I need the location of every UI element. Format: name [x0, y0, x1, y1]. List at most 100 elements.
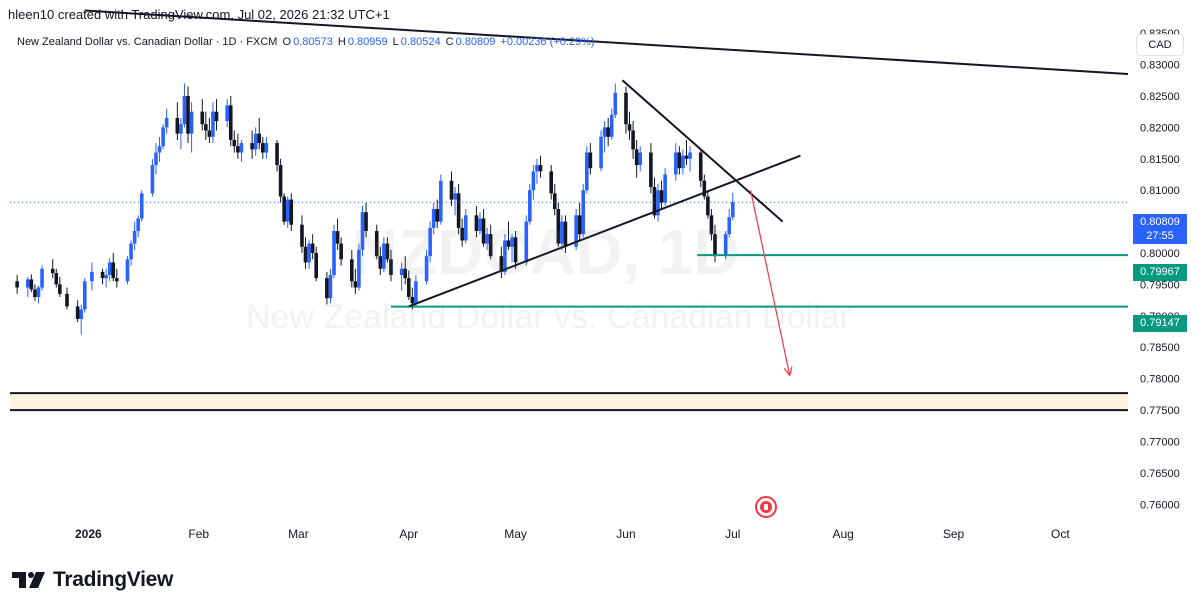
- candle: [424, 249, 429, 285]
- candle: [552, 183, 557, 216]
- candle: [132, 221, 137, 250]
- candle-body: [364, 212, 368, 232]
- candle: [681, 149, 685, 175]
- demand-zone: [10, 392, 1128, 412]
- canada-event-icon[interactable]: [755, 496, 777, 518]
- candle-body: [314, 253, 319, 279]
- price-tick-label: 0.78500: [1140, 342, 1180, 354]
- candle-body: [157, 146, 162, 153]
- candle: [264, 136, 269, 159]
- candle: [414, 275, 418, 307]
- candle-body: [310, 243, 315, 254]
- candle: [54, 268, 59, 288]
- currency-button[interactable]: CAD: [1136, 34, 1184, 56]
- long-resistance-trendline: [84, 9, 1129, 75]
- time-tick-label: Sep: [943, 527, 965, 541]
- candle-body: [136, 218, 140, 232]
- candle: [75, 300, 80, 323]
- candle: [232, 130, 237, 153]
- candle-body: [65, 293, 69, 307]
- time-tick-label: Mar: [288, 527, 309, 541]
- falling-resistance-trendline: [621, 79, 784, 223]
- candle-body: [164, 117, 169, 128]
- candle-body: [285, 199, 290, 222]
- candle: [599, 130, 603, 172]
- symbol-watermark: NZDCAD, 1D: [352, 216, 740, 288]
- candle: [574, 209, 578, 250]
- candle: [588, 143, 593, 175]
- candle-body: [399, 268, 404, 275]
- price-tick-label: 0.76500: [1140, 468, 1180, 480]
- candle: [228, 95, 233, 147]
- candle: [399, 262, 404, 291]
- candle-body: [389, 259, 393, 275]
- candle-body: [474, 215, 479, 232]
- candle-body: [406, 278, 411, 297]
- maple-leaf-icon: [760, 501, 772, 513]
- candle: [154, 143, 158, 175]
- candle: [58, 276, 62, 297]
- candle: [453, 187, 457, 216]
- candle: [257, 117, 262, 150]
- candle-body: [485, 234, 489, 244]
- candle: [485, 227, 489, 250]
- bar-countdown: 27:55: [1146, 230, 1174, 242]
- candle-body: [129, 243, 133, 260]
- candle: [698, 149, 703, 188]
- candle: [175, 102, 180, 140]
- candle-body: [503, 240, 507, 272]
- candle-body: [410, 296, 415, 304]
- price-tick-label: 0.76000: [1140, 499, 1180, 511]
- candle: [385, 237, 390, 263]
- candle-body: [360, 212, 365, 250]
- candle: [389, 249, 393, 282]
- candle: [706, 190, 710, 219]
- candle: [104, 268, 108, 288]
- candle-body: [677, 152, 682, 169]
- time-tick-label: Aug: [832, 527, 853, 541]
- candle-body: [488, 234, 493, 257]
- candle: [36, 285, 41, 304]
- candle: [474, 205, 479, 238]
- candle: [360, 205, 365, 257]
- candle: [150, 158, 155, 197]
- candle-body: [727, 217, 732, 235]
- candle: [456, 183, 461, 235]
- price-tick-label: 0.83000: [1140, 60, 1180, 72]
- candle: [606, 117, 610, 147]
- candle-body: [115, 278, 119, 282]
- candle-body: [649, 152, 653, 188]
- candle: [677, 146, 682, 175]
- candle-body: [179, 124, 183, 134]
- candle: [350, 249, 354, 288]
- symbol-title[interactable]: New Zealand Dollar vs. Canadian Dollar ·…: [17, 36, 278, 48]
- candle-body: [524, 221, 529, 263]
- candle-body: [606, 127, 610, 137]
- tradingview-logo[interactable]: TradingView: [12, 568, 173, 592]
- candle: [524, 215, 529, 266]
- candle: [136, 215, 140, 238]
- candle-body: [428, 227, 432, 257]
- candle-body: [36, 287, 41, 297]
- candle-body: [374, 231, 379, 257]
- candle: [26, 276, 30, 297]
- candle: [164, 108, 169, 134]
- candle-body: [663, 174, 667, 203]
- candle-body: [257, 133, 262, 144]
- candle: [656, 183, 660, 222]
- candle: [125, 256, 130, 285]
- candle: [275, 139, 279, 172]
- candle-body: [638, 152, 643, 166]
- time-tick-label: Jul: [725, 527, 740, 541]
- candle-body: [588, 152, 593, 169]
- change-value: +0.00236 (+0.29%): [500, 36, 595, 48]
- candle: [182, 83, 187, 128]
- candle-body: [350, 259, 354, 282]
- symbol-legend[interactable]: New Zealand Dollar vs. Canadian Dollar ·…: [17, 36, 597, 48]
- candle: [538, 155, 543, 178]
- price-tick-label: 0.81000: [1140, 185, 1180, 197]
- candle-body: [456, 193, 461, 228]
- candle-body: [175, 117, 180, 134]
- projection-arrow-head: [783, 366, 793, 377]
